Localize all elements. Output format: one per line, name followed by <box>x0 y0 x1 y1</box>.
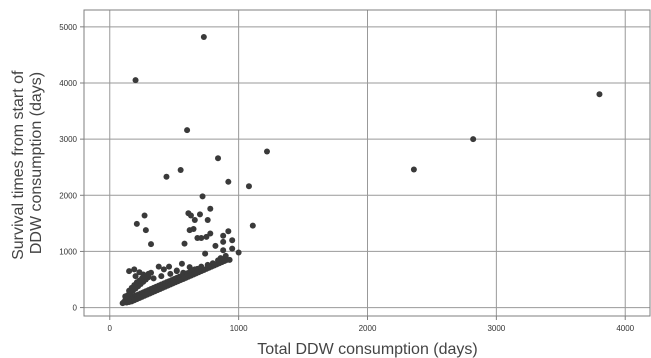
data-point <box>184 127 191 134</box>
data-point <box>202 250 209 257</box>
data-point <box>200 33 207 40</box>
data-point <box>155 263 162 270</box>
data-point <box>181 240 188 247</box>
data-point <box>160 266 167 273</box>
y-tick-label: 2000 <box>59 191 77 200</box>
data-point <box>178 260 185 267</box>
data-point <box>220 247 227 254</box>
data-point <box>212 242 219 249</box>
plot-frame <box>83 9 651 317</box>
data-point <box>207 230 214 237</box>
x-tick-label: 2000 <box>359 324 377 333</box>
data-point <box>199 193 206 200</box>
data-point <box>187 212 194 219</box>
x-tick-label: 1000 <box>230 324 248 333</box>
y-tick-label: 1000 <box>59 247 77 256</box>
x-tick-label: 4000 <box>616 324 634 333</box>
data-point <box>163 173 170 180</box>
data-point <box>207 205 214 212</box>
data-point <box>191 216 198 223</box>
y-tick-label: 5000 <box>59 23 77 32</box>
data-point <box>126 268 133 275</box>
y-axis-label-line-2: DDW consumption (days) <box>28 72 45 254</box>
data-point <box>220 238 227 245</box>
data-point <box>263 148 270 155</box>
data-point <box>204 216 211 223</box>
data-point <box>167 270 174 277</box>
data-point <box>132 273 139 280</box>
data-points <box>119 33 603 307</box>
data-point <box>225 228 232 235</box>
data-point <box>133 220 140 227</box>
data-point <box>596 91 603 98</box>
data-point <box>220 232 227 239</box>
y-axis-label-line-1: Survival times from start of <box>10 70 27 260</box>
data-point <box>249 222 256 229</box>
data-point <box>142 227 149 234</box>
x-axis-label: Total DDW consumption (days) <box>257 341 478 358</box>
data-point <box>196 211 203 218</box>
data-point <box>148 241 155 248</box>
data-point <box>158 273 165 280</box>
data-point <box>470 136 477 143</box>
data-point <box>186 227 193 234</box>
data-point <box>235 249 242 256</box>
data-point <box>141 212 148 219</box>
x-tick-labels: 0 1000 2000 3000 4000 <box>108 324 635 333</box>
grid-lines <box>80 10 650 320</box>
data-point <box>132 77 139 84</box>
y-tick-labels: 0 1000 2000 3000 4000 5000 <box>59 23 77 313</box>
data-point <box>245 183 252 190</box>
data-point <box>131 266 138 273</box>
data-point <box>410 166 417 173</box>
data-point <box>166 263 173 270</box>
data-point <box>173 268 180 275</box>
data-point <box>142 273 149 280</box>
data-point <box>229 237 236 244</box>
y-axis-label: Survival times from start of DDW consump… <box>10 66 45 260</box>
data-point <box>225 178 232 185</box>
data-point <box>198 234 205 241</box>
y-tick-label: 0 <box>73 304 78 313</box>
data-point <box>203 233 210 240</box>
data-point <box>229 245 236 252</box>
y-tick-label: 3000 <box>59 135 77 144</box>
data-point <box>215 155 222 162</box>
x-tick-label: 0 <box>108 324 113 333</box>
data-point <box>148 269 155 276</box>
data-point <box>150 275 157 282</box>
y-tick-label: 4000 <box>59 79 77 88</box>
x-tick-label: 3000 <box>487 324 505 333</box>
data-point <box>177 167 184 174</box>
data-point <box>224 256 231 263</box>
